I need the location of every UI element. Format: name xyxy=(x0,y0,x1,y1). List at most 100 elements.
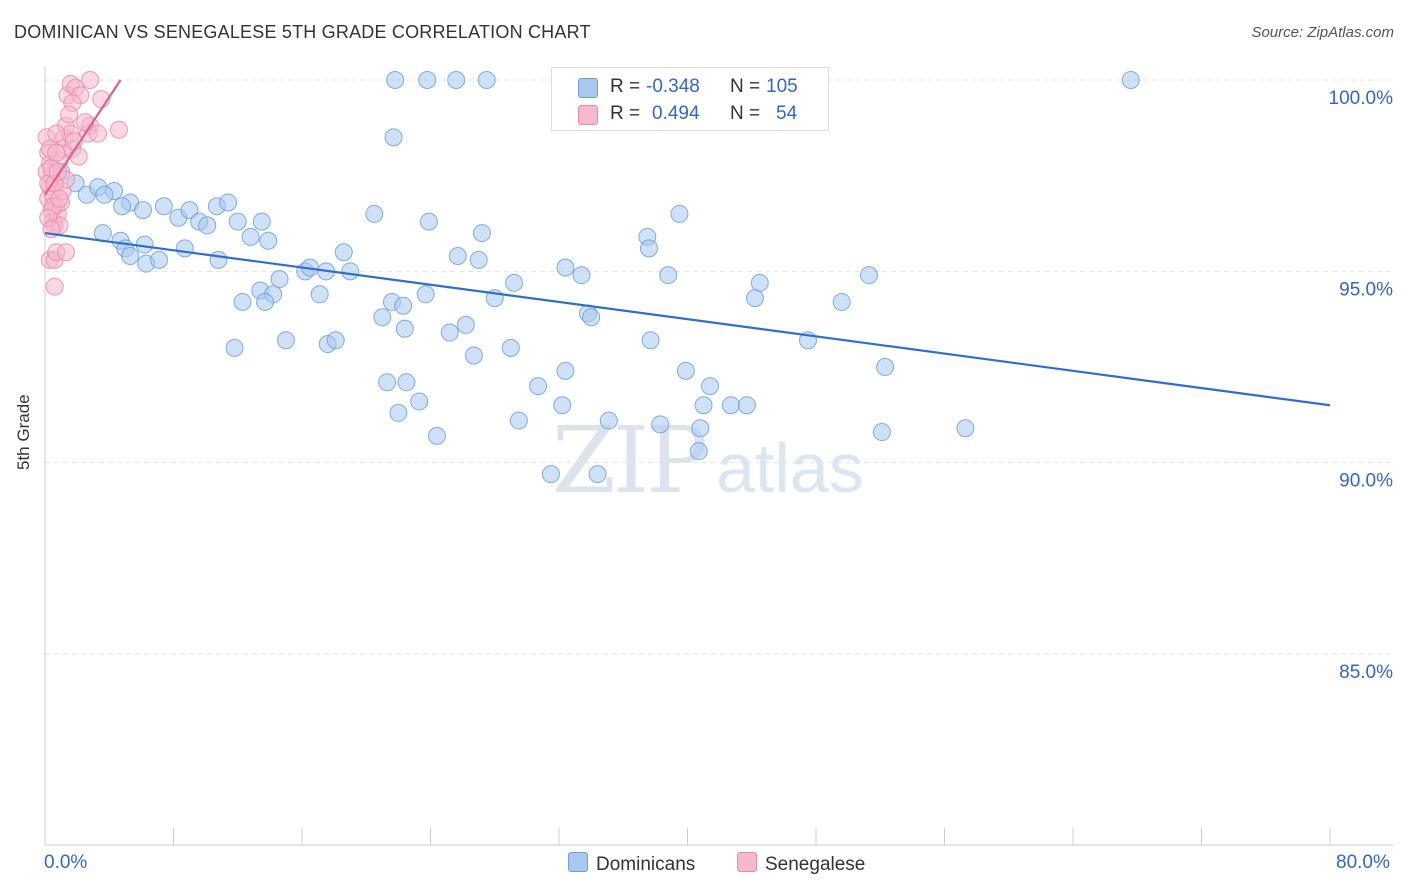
x-tick-label-max: 80.0% xyxy=(1336,852,1390,873)
dominican-point xyxy=(180,201,199,220)
legend-swatch-blue xyxy=(568,852,588,872)
dominican-point xyxy=(228,212,247,231)
dominican-point xyxy=(198,216,217,235)
dominican-point xyxy=(676,361,695,380)
dominican-point xyxy=(410,392,429,411)
dominican-point xyxy=(582,308,601,327)
dominican-point xyxy=(505,273,524,292)
senegalese-point xyxy=(76,113,95,132)
dominican-point xyxy=(1121,71,1140,89)
dominican-point xyxy=(639,239,658,258)
dominican-point xyxy=(750,273,769,292)
dominican-point xyxy=(341,262,360,281)
trend-lines xyxy=(44,79,1331,407)
dominican-point xyxy=(416,285,435,304)
dominican-point xyxy=(464,346,483,365)
watermark-atlas: atlas xyxy=(716,429,864,507)
dominican-point xyxy=(252,212,271,231)
senegalese-point xyxy=(47,143,66,162)
legend-r-label: R = xyxy=(610,103,641,124)
correlation-legend: R = -0.348 N = 105 R = 0.494 N = 54 xyxy=(551,67,829,131)
dominican-point xyxy=(509,411,528,430)
senegalese-point xyxy=(45,277,64,296)
senegalese-point xyxy=(89,124,108,143)
x-tick-label-min: 0.0% xyxy=(44,852,88,873)
dominican-point xyxy=(472,224,491,243)
legend-r-value: 0.494 xyxy=(652,103,700,124)
senegalese-point xyxy=(50,189,69,208)
senegalese-point xyxy=(80,71,99,89)
dominican-point xyxy=(233,292,252,311)
dominican-point xyxy=(241,227,260,246)
dominican-point xyxy=(641,331,660,350)
dominican-point xyxy=(588,465,607,484)
dominican-point xyxy=(860,266,879,285)
senegalese-point xyxy=(60,105,79,124)
dominican-point xyxy=(225,338,244,357)
legend-r-value: -0.348 xyxy=(646,76,700,97)
senegalese-trend-line xyxy=(44,79,122,196)
watermark-zip: ZIP xyxy=(552,407,705,514)
dominican-point xyxy=(832,292,851,311)
y-tick-label: 100.0% xyxy=(1329,88,1394,109)
legend-label-senegalese: Senegalese xyxy=(765,854,866,875)
y-tick-label: 90.0% xyxy=(1339,471,1393,492)
legend-n-value: 54 xyxy=(776,103,798,124)
watermark: ZIP atlas xyxy=(552,407,864,514)
dominican-point xyxy=(599,411,618,430)
dominican-point xyxy=(745,289,764,308)
dominican-point xyxy=(469,250,488,269)
dominican-point xyxy=(276,331,295,350)
dominican-point xyxy=(448,247,467,266)
dominican-point xyxy=(256,292,275,311)
dominican-point xyxy=(447,71,466,89)
dominican-point xyxy=(572,266,591,285)
y-tick-label: 85.0% xyxy=(1339,662,1393,683)
dominican-point xyxy=(721,396,740,415)
dominican-point xyxy=(556,361,575,380)
senegalese-point xyxy=(56,243,75,262)
dominican-point xyxy=(373,308,392,327)
grid-lines xyxy=(45,79,1393,655)
dominican-point xyxy=(334,243,353,262)
dominican-point xyxy=(419,212,438,231)
dominican-point xyxy=(651,415,670,434)
y-tick-label: 95.0% xyxy=(1339,279,1393,300)
dominican-point xyxy=(209,250,228,269)
dominican-point xyxy=(386,71,405,89)
legend-swatch-blue xyxy=(578,78,598,98)
dominican-point xyxy=(553,396,572,415)
dominican-point xyxy=(456,315,475,334)
dominican-point xyxy=(326,331,345,350)
dominican-point xyxy=(689,442,708,461)
legend-swatch-pink xyxy=(737,852,757,872)
data-points xyxy=(37,71,1140,484)
dominican-point xyxy=(541,465,560,484)
dominican-point xyxy=(378,373,397,392)
dominican-point xyxy=(397,373,416,392)
legend-row-dominicans: R = -0.348 N = 105 xyxy=(552,74,828,100)
dominican-point xyxy=(659,266,678,285)
legend-row-senegalese: R = 0.494 N = 54 xyxy=(552,101,828,127)
legend-n-label: N = xyxy=(730,103,761,124)
dominican-point xyxy=(113,197,132,216)
dominican-point xyxy=(501,338,520,357)
dominican-point xyxy=(394,296,413,315)
bottom-legend-senegalese: Senegalese xyxy=(737,852,865,876)
dominican-point xyxy=(150,250,169,269)
dominican-point xyxy=(427,426,446,445)
dominican-point xyxy=(395,319,414,338)
legend-n-label: N = xyxy=(730,76,761,97)
legend-label-dominicans: Dominicans xyxy=(596,854,696,875)
source-label: Source: ZipAtlas.com xyxy=(1251,24,1394,41)
dominican-point xyxy=(477,71,496,89)
dominican-point xyxy=(154,197,173,216)
dominican-point xyxy=(133,201,152,220)
dominican-point xyxy=(440,323,459,342)
dominican-point xyxy=(95,185,114,204)
y-tick-labels: 100.0% 95.0% 90.0% 85.0% xyxy=(1329,88,1394,683)
dominican-point xyxy=(384,128,403,147)
dominican-point xyxy=(121,247,140,266)
dominican-point xyxy=(737,396,756,415)
